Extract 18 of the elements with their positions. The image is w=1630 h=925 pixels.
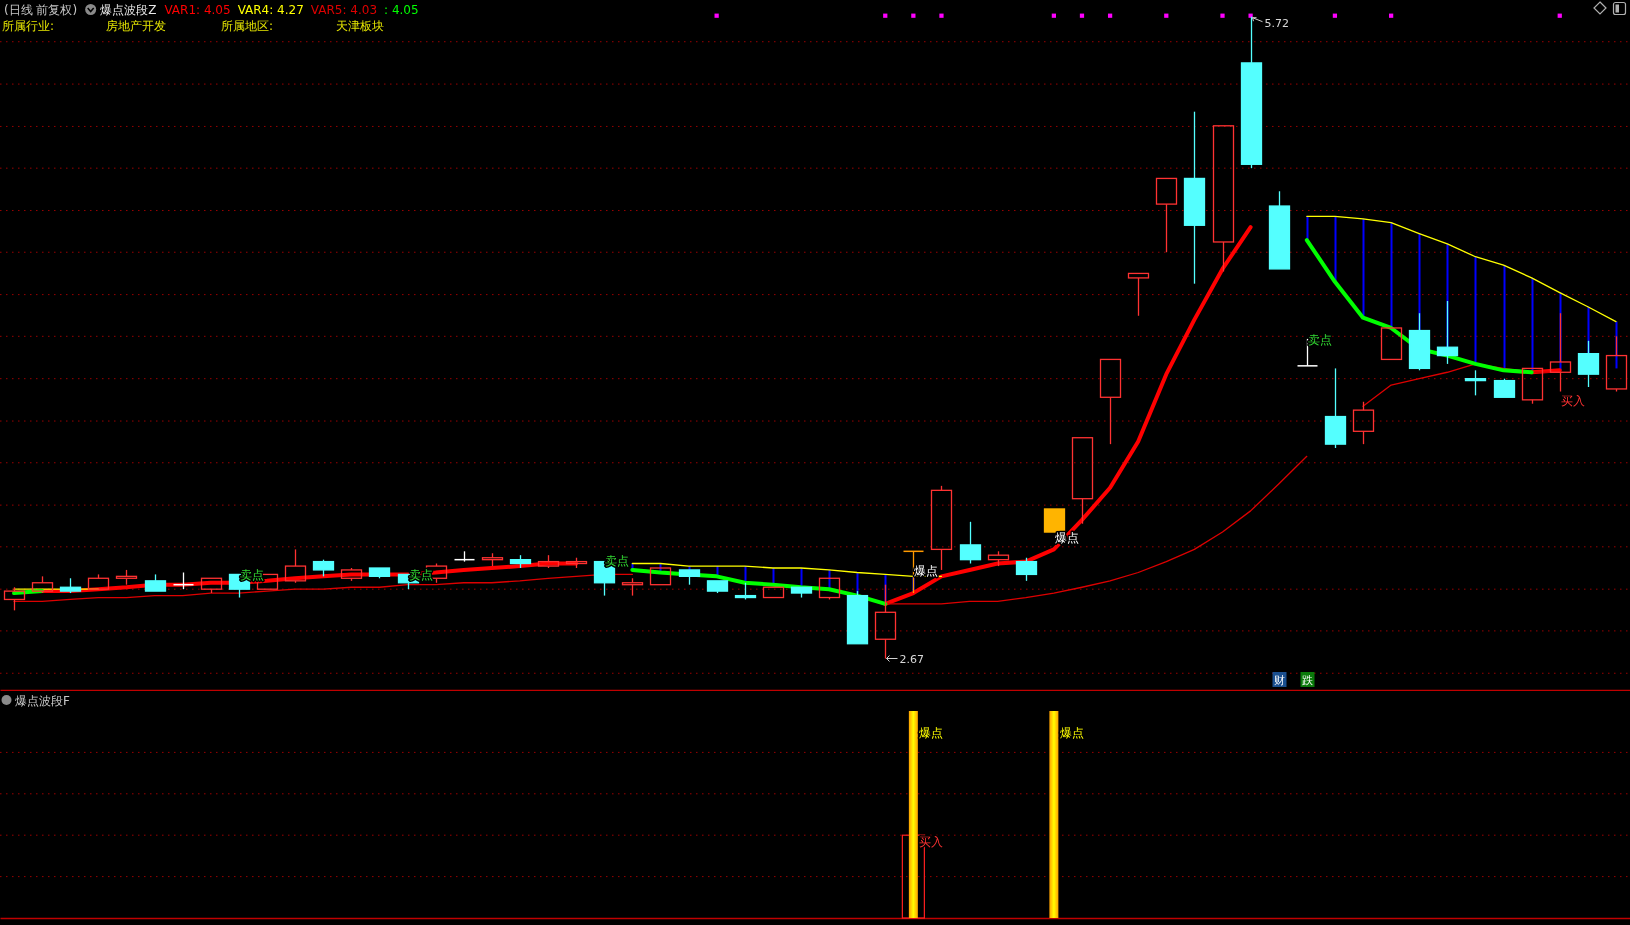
annotation: 爆点	[919, 725, 944, 740]
annotation: 房地产开发	[106, 19, 166, 33]
text: VAR5: 4.03	[310, 3, 378, 17]
chart-subtitle: 爆点波段Z	[100, 3, 157, 17]
annotation: 爆点	[1059, 725, 1084, 740]
annotation: 所属地区:	[221, 19, 274, 33]
text: VAR4: 4.27	[237, 3, 304, 17]
chart-title: 爆点波段F	[15, 694, 70, 708]
annotation: 2.67	[899, 652, 924, 666]
annotation: 买入	[1560, 393, 1585, 408]
annotation: 爆点	[913, 563, 938, 578]
annotation: 卖点	[1307, 332, 1332, 347]
annotation: 所属行业:	[2, 19, 55, 33]
annotation: 天津板块	[336, 19, 384, 33]
annotation: 5.72	[1264, 16, 1289, 30]
chart-title: (日线 前复权)	[4, 3, 78, 17]
text: VAR1: 4.05	[164, 3, 231, 17]
text: : 4.05	[384, 3, 419, 17]
